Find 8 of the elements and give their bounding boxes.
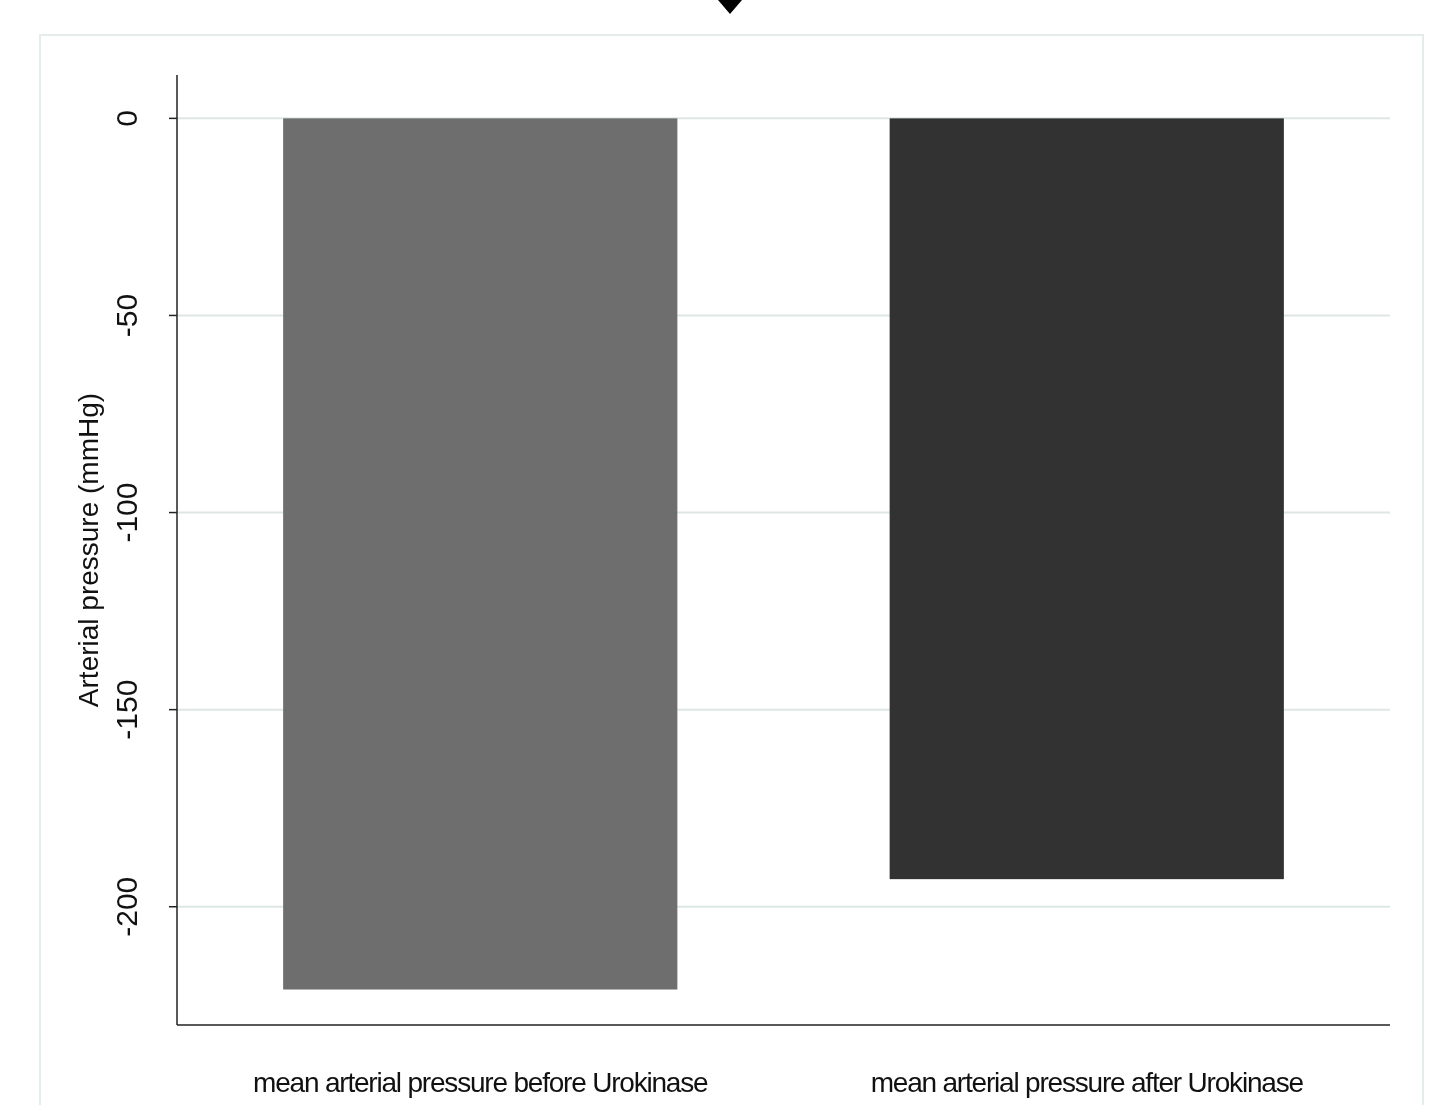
y-tick-label: 0 <box>110 110 143 127</box>
y-tick-label: -200 <box>110 876 143 937</box>
y-axis-title: Arterial pressure (mmHg) <box>73 392 104 708</box>
y-tick-label: -150 <box>110 679 143 740</box>
y-tick-label: -50 <box>110 293 143 338</box>
x-tick-label: mean arterial pressure before Urokinase <box>253 1067 709 1098</box>
x-tick-label: mean arterial pressure after Urokinase <box>870 1067 1304 1098</box>
y-tick-label: -100 <box>110 482 143 543</box>
